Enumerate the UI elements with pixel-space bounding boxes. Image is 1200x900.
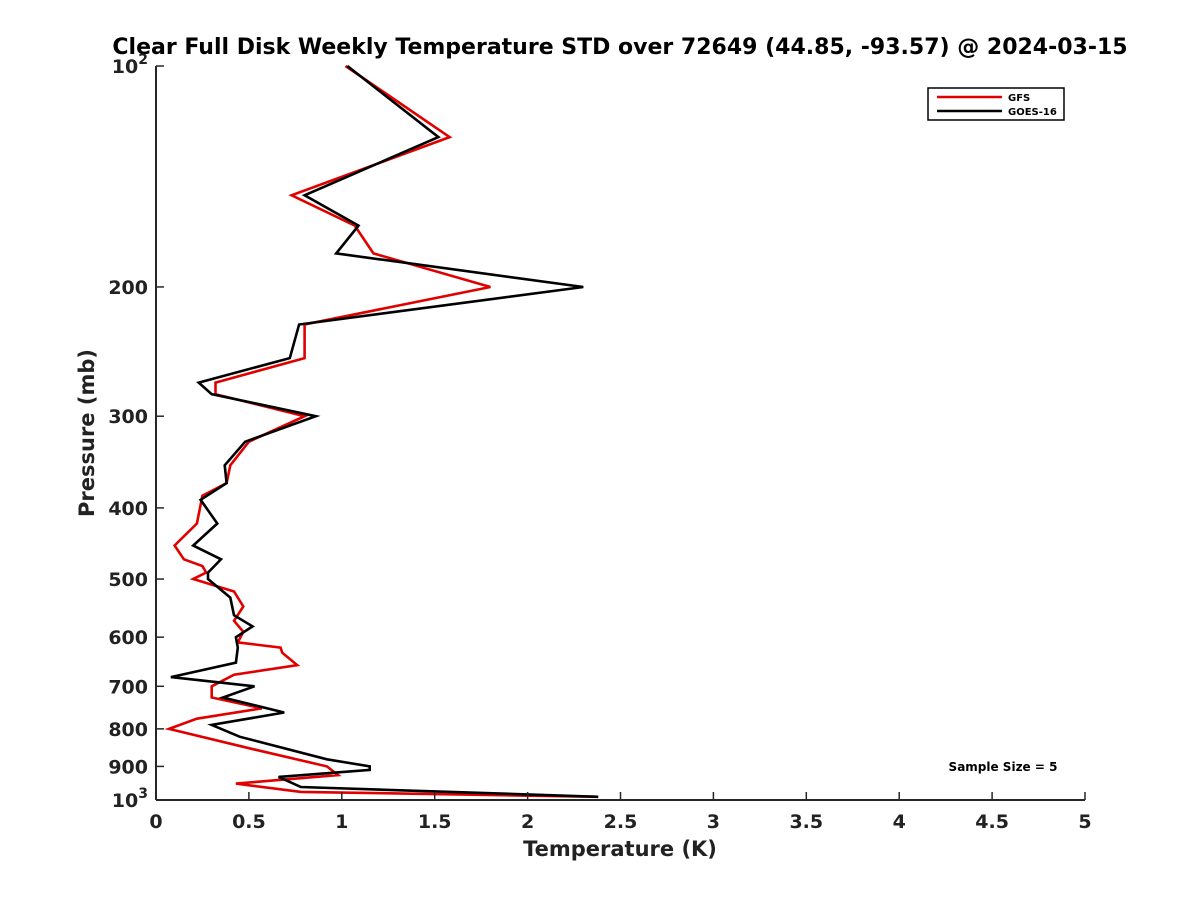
x-tick-label: 3: [707, 811, 720, 833]
y-tick-label: 600: [108, 627, 148, 649]
series-line-gfs: [164, 64, 599, 799]
legend: GFS GOES-16: [927, 87, 1065, 121]
y-tick-label: 800: [108, 719, 148, 741]
plot-series: [164, 64, 599, 799]
y-tick-label: 300: [108, 406, 148, 428]
y-tick-label: 102: [112, 52, 148, 78]
legend-box: [927, 87, 1065, 121]
x-tick-label: 2.5: [604, 811, 638, 833]
y-tick-label: 103: [112, 786, 148, 812]
legend-label-gfs: GFS: [1008, 93, 1030, 104]
legend-label-goes-16: GOES-16: [1008, 107, 1057, 118]
x-tick-label: 2: [521, 811, 534, 833]
x-tick-label: 0.5: [232, 811, 266, 833]
chart-title: Clear Full Disk Weekly Temperature STD o…: [112, 35, 1127, 60]
x-axis-label: Temperature (K): [523, 837, 717, 861]
y-tick-label: 700: [108, 676, 148, 698]
sample-size-annotation: Sample Size = 5: [949, 760, 1058, 774]
series-line-goes-16: [170, 64, 599, 799]
x-ticks: 0 0.5 1 1.5 2 2.5 3 3.5 4 4.5 5: [149, 792, 1092, 833]
x-tick-label: 3.5: [789, 811, 823, 833]
x-tick-label: 5: [1078, 811, 1091, 833]
y-ticks: 102 200 300 400 500 600 700 800 900 103: [108, 52, 164, 812]
y-axis-label: Pressure (mb): [75, 349, 99, 517]
x-tick-label: 4: [893, 811, 906, 833]
y-tick-label: 400: [108, 498, 148, 520]
x-tick-label: 1.5: [418, 811, 452, 833]
y-tick-label: 500: [108, 569, 148, 591]
y-tick-label: 200: [108, 277, 148, 299]
x-tick-label: 4.5: [975, 811, 1009, 833]
y-tick-label: 900: [108, 756, 148, 778]
x-tick-label: 1: [335, 811, 348, 833]
x-tick-label: 0: [149, 811, 162, 833]
